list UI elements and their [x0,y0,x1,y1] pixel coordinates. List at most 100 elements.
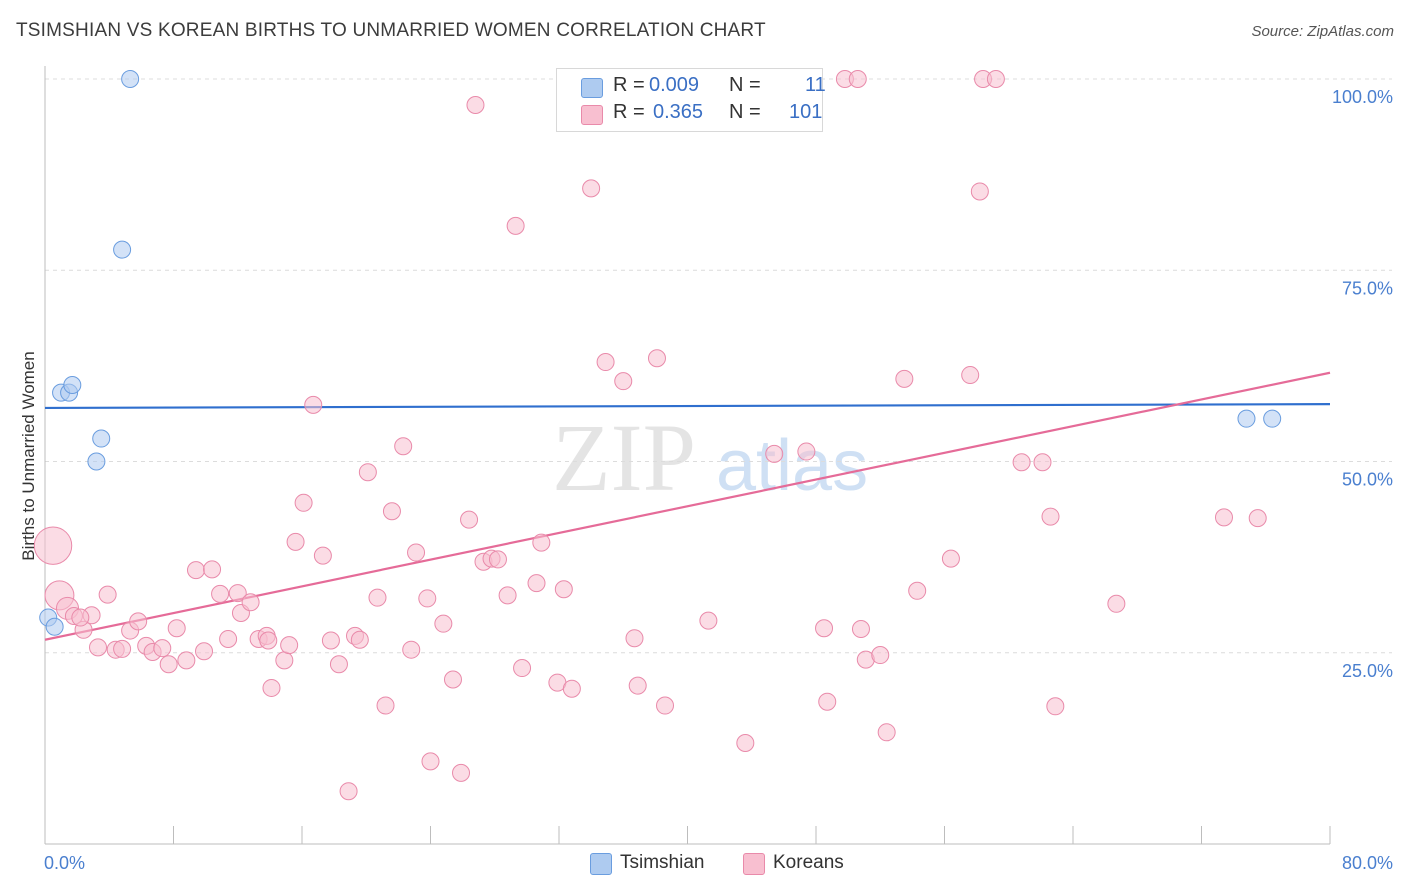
point-koreans [656,696,675,715]
point-koreans [554,580,573,599]
point-koreans [851,620,870,639]
point-koreans [1012,453,1031,472]
axes [44,66,1331,845]
x-tick-label: 80.0% [1342,853,1393,873]
point-koreans [443,670,462,689]
point-koreans [382,502,401,521]
point-koreans [1033,453,1052,472]
point-koreans [614,372,633,391]
point-koreans [241,593,260,612]
point-koreans [98,585,117,604]
point-koreans [368,588,387,607]
point-koreans [1041,507,1060,526]
watermark-atlas: atlas [716,426,868,506]
r-label: R = [613,74,645,96]
point-koreans [941,549,960,568]
n-label: N = [729,101,761,123]
point-koreans [628,676,647,695]
point-koreans [275,651,294,670]
chart-title: TSIMSHIAN VS KOREAN BIRTHS TO UNMARRIED … [16,20,766,41]
trend-line-koreans [44,371,1331,641]
legend-label-koreans: Koreans [773,852,844,873]
point-koreans [394,437,413,456]
point-koreans [286,532,305,551]
point-koreans [699,611,718,630]
point-koreans [765,444,784,463]
point-koreans [177,651,196,670]
point-tsimshian [113,240,132,259]
n-value-tsimshian: 11 [805,74,826,96]
point-koreans [89,638,108,657]
point-koreans [129,612,148,631]
point-koreans [532,533,551,552]
legend-swatch-koreans [743,853,765,875]
point-koreans [877,723,896,742]
point-koreans [625,629,644,648]
point-koreans [418,589,437,608]
point-koreans [1107,594,1126,613]
point-koreans [970,182,989,201]
point-koreans [421,752,440,771]
point-koreans [513,659,532,678]
point-tsimshian [1237,409,1256,428]
point-koreans [506,216,525,235]
point-koreans [113,639,132,658]
trend-lines [44,371,1331,641]
point-koreans [488,550,507,569]
y-tick-label: 75.0% [1342,278,1393,298]
point-koreans [582,179,601,198]
point-koreans [219,629,238,648]
y-tick-label: 25.0% [1342,661,1393,681]
data-points [33,70,1282,801]
point-koreans [986,70,1005,88]
point-koreans [259,631,278,650]
point-tsimshian [45,617,64,636]
r-label: R = [613,101,645,123]
n-value-koreans: 101 [789,101,823,123]
point-koreans [339,782,358,801]
point-tsimshian [1263,409,1282,428]
point-koreans [407,543,426,562]
point-tsimshian [92,429,111,448]
point-koreans [329,655,348,674]
point-koreans [647,349,666,368]
y-tick-label: 100.0% [1332,87,1393,107]
point-koreans [452,763,471,782]
y-axis-label: Births to Unmarried Women [19,351,38,560]
legend-swatch-tsimshian [581,78,603,98]
point-koreans [527,574,546,593]
trend-line-tsimshian [44,403,1331,410]
correlation-legend: R = 0.009 N = 11 R = 0.365 N = 101 [556,68,826,132]
point-koreans [321,631,340,650]
point-koreans [908,581,927,600]
point-koreans [797,442,816,461]
point-koreans [280,636,299,655]
gridlines [45,78,1392,654]
point-koreans [961,366,980,385]
point-koreans [402,640,421,659]
tick-labels: 25.0% 50.0% 75.0% 100.0% 0.0% 80.0% [44,87,1393,873]
point-tsimshian [121,70,140,88]
watermark-zip: ZIP [552,404,696,511]
legend-swatch-koreans [581,105,603,125]
point-koreans [498,586,517,605]
point-koreans [262,678,281,697]
point-koreans [153,639,172,658]
point-koreans [195,642,214,661]
legend-label-tsimshian: Tsimshian [620,852,705,873]
point-koreans [1248,509,1267,528]
legend-swatch-tsimshian [590,853,612,875]
point-koreans [1214,508,1233,527]
r-value-koreans: 0.365 [653,101,704,123]
point-koreans [736,734,755,753]
r-value-tsimshian: 0.009 [649,74,700,96]
point-koreans [313,546,332,565]
point-koreans [596,353,615,372]
point-koreans [228,584,247,603]
point-koreans [350,630,369,649]
point-koreans [460,510,479,529]
point-tsimshian [87,452,106,471]
point-koreans [33,526,73,565]
point-koreans [848,70,867,88]
